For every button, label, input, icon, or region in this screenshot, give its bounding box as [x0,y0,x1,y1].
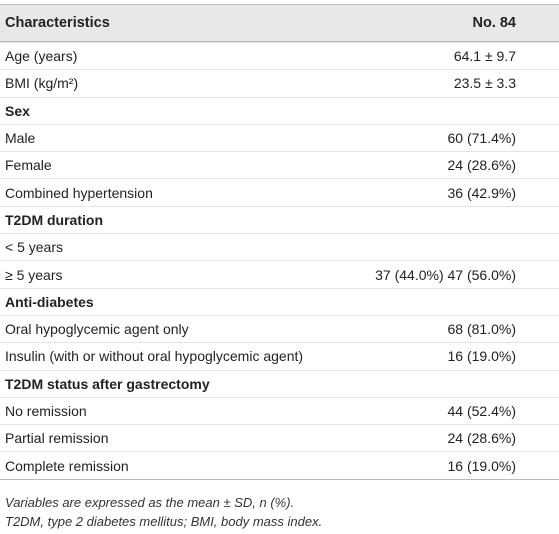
row-value: 37 (44.0%) 47 (56.0%) [375,266,516,283]
row-label: Insulin (with or without oral hypoglycem… [5,348,304,365]
table-row: Combined hypertension 36 (42.9%) [0,178,559,205]
header-row: Characteristics No. 84 [0,5,559,42]
section-label: Anti-diabetes [5,293,94,310]
section-row: Anti-diabetes [0,287,559,315]
section-label: T2DM duration [5,211,103,228]
row-label: Age (years) [5,48,78,65]
row-label: Male [5,130,36,147]
row-label: ≥ 5 years [5,266,63,283]
section-label: Sex [5,102,30,119]
row-label: BMI (kg/m²) [5,75,79,92]
row-value: 60 (71.4%) [447,130,516,147]
row-value: 16 (19.0%) [447,457,516,474]
row-value: 24 (28.6%) [447,157,516,174]
footnote: T2DM, type 2 diabetes mellitus; BMI, bod… [5,514,323,529]
row-value: 36 (42.9%) [447,184,516,201]
row-value: 44 (52.4%) [447,403,516,419]
row-label: Female [5,157,52,174]
table-row: ≥ 5 years 37 (44.0%) 47 (56.0%) [0,260,559,287]
table-row: Age (years) 64.1 ± 9.7 [0,42,559,69]
section-label: T2DM status after gastrectomy [5,375,210,392]
row-value: 64.1 ± 9.7 [453,48,516,65]
row-label: No remission [5,403,87,419]
table-row: BMI (kg/m²) 23.5 ± 3.3 [0,69,559,96]
table-row: Oral hypoglycemic agent only 68 (81.0%) [0,314,559,342]
section-row: T2DM duration [0,205,559,233]
section-row: Sex [0,96,559,124]
table-row: Male 60 (71.4%) [0,123,559,151]
table-row: Insulin (with or without oral hypoglycem… [0,342,559,369]
row-value: 24 (28.6%) [447,430,516,447]
footnotes: Variables are expressed as the mean ± SD… [5,493,322,531]
row-value: 68 (81.0%) [447,321,516,338]
row-label: < 5 years [5,239,63,256]
table: Characteristics No. 84 Age (years) 64.1 ± 9… [0,4,559,480]
row-label: Partial remission [5,430,109,447]
table-row: < 5 years [0,233,559,260]
row-value: 23.5 ± 3.3 [453,75,516,92]
row-label: Complete remission [5,457,129,474]
table-row: Partial remission 24 (28.6%) [0,424,559,451]
row-value: 16 (19.0%) [447,348,516,365]
table-row: No remission 44 (52.4%) [0,396,559,424]
header-cell: No. 84 [472,15,516,31]
row-label: Combined hypertension [5,184,153,201]
row-label: Oral hypoglycemic agent only [5,321,189,338]
footnote: Variables are expressed as the mean ± SD… [5,495,295,510]
header-cell: Characteristics [5,15,110,31]
table-row: Female 24 (28.6%) [0,151,559,178]
table-row: Complete remission 16 (19.0%) [0,451,559,478]
section-row: T2DM status after gastrectomy [0,369,559,397]
